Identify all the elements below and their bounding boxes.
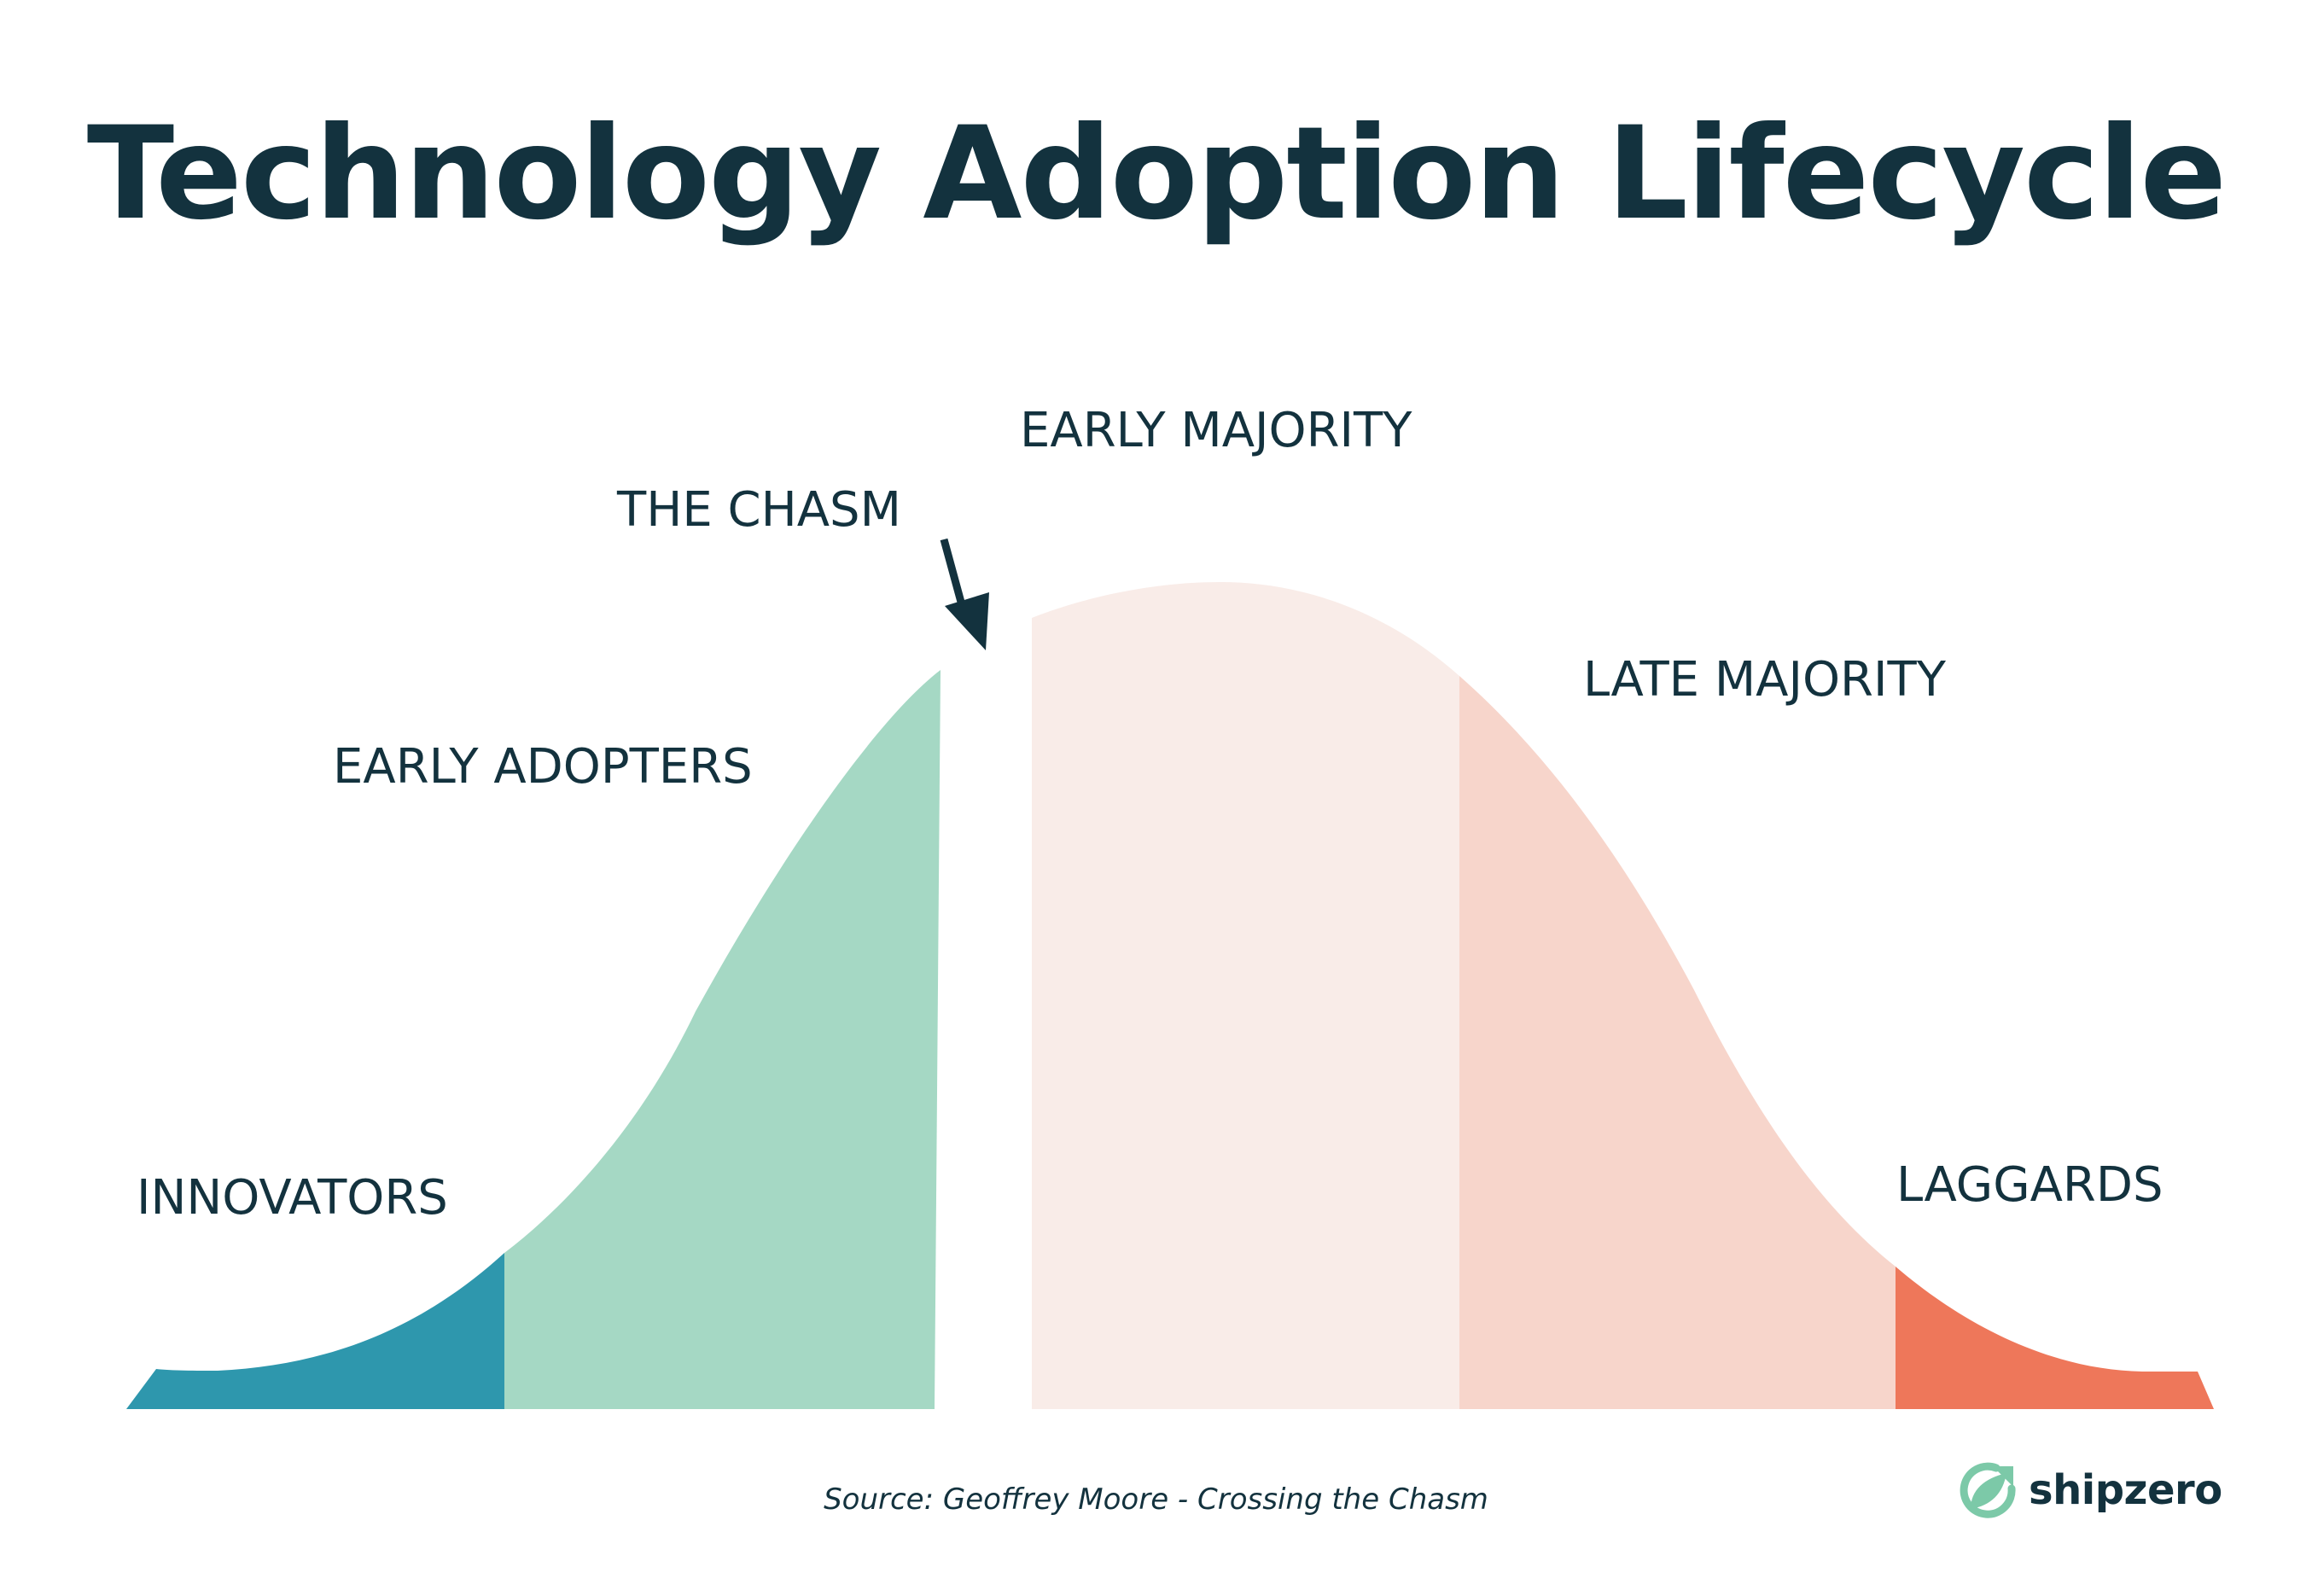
- segment-late-majority: [1459, 676, 1896, 1409]
- segment-early-majority: [1032, 582, 1459, 1409]
- label-late-majority: LATE MAJORITY: [1583, 652, 1946, 708]
- segment-innovators: [126, 1253, 504, 1409]
- leaf-arrow-icon: [1960, 1462, 2016, 1518]
- label-laggards: LAGGARDS: [1896, 1157, 2163, 1213]
- source-caption: Source: Geoffrey Moore - Crossing the Ch…: [824, 1482, 1488, 1517]
- label-early-majority: EARLY MAJORITY: [1020, 403, 1412, 458]
- label-early-adopters: EARLY ADOPTERS: [333, 739, 753, 795]
- brand-name: shipzero: [2029, 1466, 2222, 1514]
- segment-laggards: [1896, 1267, 2214, 1409]
- label-innovators: INNOVATORS: [137, 1170, 448, 1226]
- segment-early-adopters: [504, 670, 941, 1409]
- brand-logo: shipzero: [1959, 1456, 2222, 1524]
- chasm-arrow-icon: [940, 538, 989, 650]
- label-the-chasm: THE CHASM: [617, 482, 901, 538]
- page-title: Technology Adoption Lifecycle: [86, 100, 2227, 248]
